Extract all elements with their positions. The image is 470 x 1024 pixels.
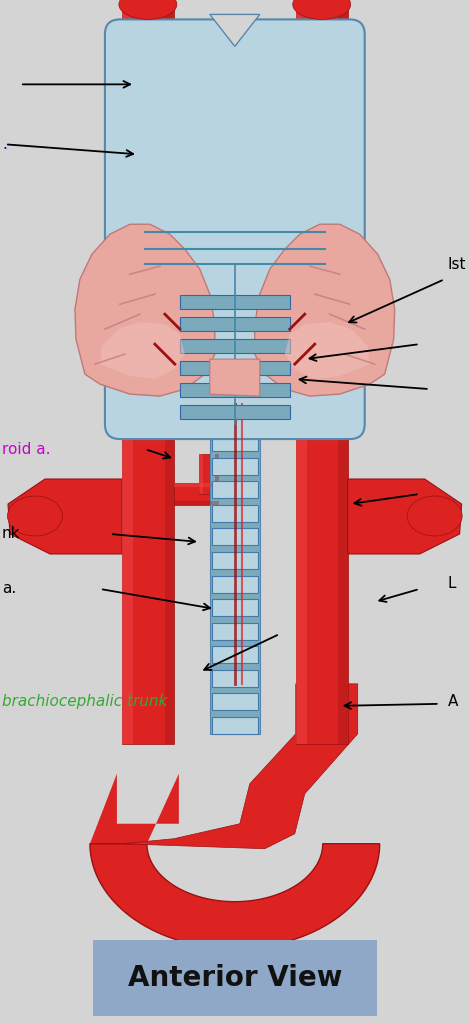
Polygon shape [122,684,358,849]
FancyBboxPatch shape [105,19,365,439]
Polygon shape [210,14,260,46]
Ellipse shape [119,0,177,19]
Polygon shape [212,670,258,687]
Polygon shape [212,693,258,711]
Polygon shape [338,0,348,743]
Polygon shape [212,717,258,734]
Text: .: . [2,137,7,152]
Text: nk: nk [2,526,21,542]
Polygon shape [255,224,395,396]
Polygon shape [122,0,174,743]
Polygon shape [180,383,290,397]
Ellipse shape [8,496,63,536]
Polygon shape [180,339,290,353]
Polygon shape [8,479,122,554]
Text: roid a.: roid a. [2,441,50,457]
Polygon shape [174,483,219,505]
FancyBboxPatch shape [93,940,376,1016]
Polygon shape [100,323,185,379]
Text: brachiocephalic trunk: brachiocephalic trunk [2,694,167,710]
Polygon shape [348,479,462,554]
Polygon shape [212,505,258,522]
Polygon shape [174,483,219,487]
Polygon shape [199,454,219,494]
Polygon shape [212,528,258,546]
Text: A: A [447,694,458,710]
Polygon shape [180,406,290,419]
Polygon shape [212,623,258,640]
Text: a.: a. [2,582,16,596]
Polygon shape [212,434,258,452]
Polygon shape [210,359,260,396]
Polygon shape [212,599,258,616]
Polygon shape [199,454,203,494]
Polygon shape [212,575,258,593]
Polygon shape [212,411,258,428]
Text: Ist: Ist [447,257,466,271]
Polygon shape [75,224,215,396]
Text: Anterior View: Anterior View [128,964,342,991]
Polygon shape [212,458,258,475]
Polygon shape [180,295,290,309]
Polygon shape [212,646,258,664]
Polygon shape [180,361,290,375]
Ellipse shape [407,496,462,536]
Polygon shape [90,774,179,844]
Ellipse shape [293,0,351,19]
Text: L: L [447,577,456,592]
Polygon shape [212,481,258,499]
Polygon shape [296,0,307,743]
Polygon shape [215,454,219,494]
Polygon shape [296,0,348,743]
Polygon shape [164,0,174,743]
Polygon shape [122,0,133,743]
Polygon shape [90,844,380,948]
Polygon shape [210,404,260,734]
Polygon shape [174,501,219,505]
Polygon shape [180,317,290,331]
Polygon shape [285,323,370,379]
Polygon shape [212,552,258,569]
